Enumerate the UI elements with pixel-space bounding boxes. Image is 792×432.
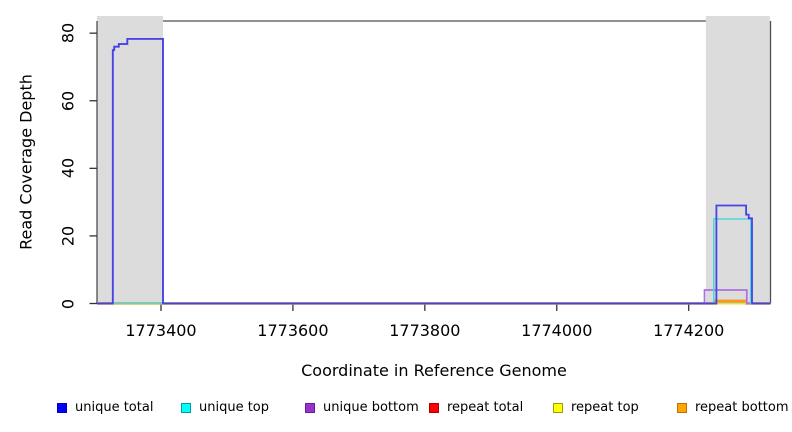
legend: unique total unique top unique bottom repea…: [0, 399, 792, 421]
legend-item-repeat-bottom: repeat bottom: [677, 399, 789, 417]
y-tick-label: 80: [58, 22, 78, 44]
x-tick-label: 1774200: [653, 321, 725, 340]
series-line-unique-total: [97, 38, 771, 305]
x-tick-label: 1773600: [257, 321, 329, 340]
x-axis-title: Coordinate in Reference Genome: [301, 361, 567, 380]
legend-item-repeat-top: repeat top: [553, 399, 639, 417]
legend-swatch-repeat-top: [553, 403, 563, 413]
series-line-unique-top: [97, 218, 771, 305]
plot-box: [96, 20, 772, 304]
y-tick-label: 20: [58, 225, 78, 247]
highlight-region-right: [705, 16, 770, 303]
legend-label-repeat-top: repeat top: [571, 400, 639, 415]
legend-label-repeat-total: repeat total: [447, 400, 524, 415]
highlight-region-left: [97, 16, 163, 303]
y-axis-title: Read Coverage Depth: [16, 74, 36, 250]
legend-swatch-unique-total: [57, 403, 67, 413]
legend-label-unique-top: unique top: [199, 400, 270, 415]
legend-item-unique-bottom: unique bottom: [305, 399, 419, 417]
legend-label-unique-bottom: unique bottom: [323, 400, 419, 415]
y-tick-label: 60: [58, 90, 78, 111]
legend-swatch-unique-bottom: [305, 403, 315, 413]
legend-label-unique-total: unique total: [75, 400, 154, 415]
legend-item-repeat-total: repeat total: [429, 399, 523, 417]
x-tick-label: 1773800: [389, 321, 461, 340]
legend-item-unique-top: unique top: [181, 399, 269, 417]
x-tick-label: 1774000: [521, 321, 593, 340]
legend-swatch-unique-top: [181, 403, 191, 413]
y-tick-label: 0: [58, 298, 78, 309]
legend-swatch-repeat-bottom: [677, 403, 687, 413]
y-tick-label: 40: [58, 158, 78, 179]
legend-item-unique-total: unique total: [57, 399, 153, 417]
x-tick-label: 1773400: [125, 321, 197, 340]
legend-swatch-repeat-total: [429, 403, 439, 413]
legend-label-repeat-bottom: repeat bottom: [695, 400, 789, 415]
series-line-unique-bottom: [97, 38, 771, 305]
